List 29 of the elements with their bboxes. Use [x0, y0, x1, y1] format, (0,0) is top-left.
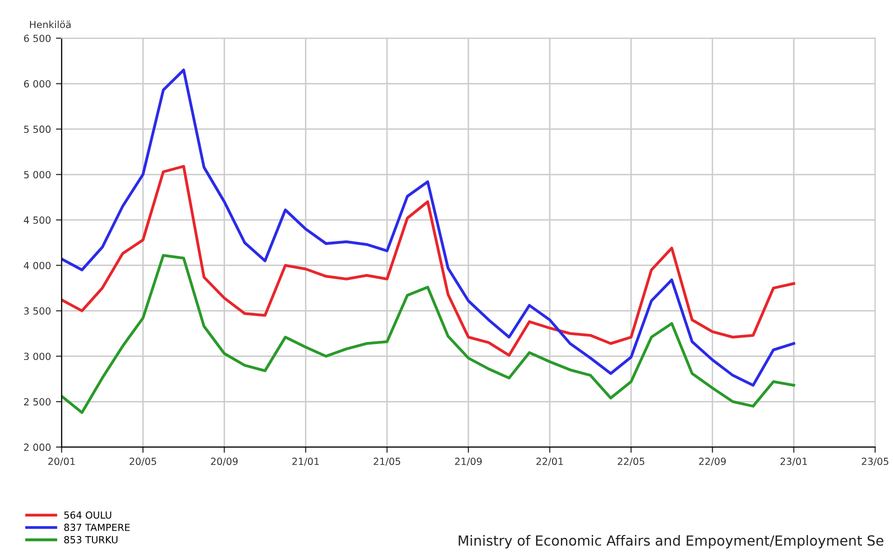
x-tick-label: 23/01 [780, 458, 807, 466]
y-tick-label: 2 500 [24, 398, 51, 406]
y-tick-label: 4 000 [24, 262, 51, 270]
y-tick-label: 6 000 [24, 80, 51, 88]
line-series [62, 164, 796, 357]
line-series [62, 68, 796, 387]
x-tick-label: 22/09 [699, 458, 726, 466]
legend-label: 837 TAMPERE [64, 524, 130, 532]
text: Ministry of Economic Affairs and Empoyment/Employment Se [458, 535, 884, 548]
y-tick-label: 4 500 [24, 216, 51, 224]
x-tick-label: 20/09 [211, 458, 238, 466]
x-tick-label: 21/01 [292, 458, 319, 466]
legend-label: 564 OULU [64, 511, 112, 519]
y-tick-label: 5 500 [24, 126, 51, 133]
y-tick-label: 6 500 [24, 34, 51, 42]
legend-label: 853 TURKU [64, 536, 118, 544]
y-tick-label: 3 500 [24, 307, 51, 315]
x-tick-label: 20/01 [48, 458, 75, 466]
y-tick-label: 2 000 [24, 444, 51, 451]
y-tick-label: 5 000 [24, 170, 51, 178]
x-tick-label: 21/05 [374, 458, 400, 466]
x-tick-label: 21/09 [455, 458, 482, 466]
y-axis-title: Henkilöä [30, 20, 71, 28]
x-tick-label: 22/01 [536, 458, 563, 466]
line-series [62, 254, 796, 414]
y-tick-label: 3 000 [24, 352, 51, 360]
x-tick-label: 22/05 [618, 458, 644, 466]
x-tick-label: 23/05 [862, 458, 888, 466]
x-tick-label: 20/05 [130, 458, 156, 466]
